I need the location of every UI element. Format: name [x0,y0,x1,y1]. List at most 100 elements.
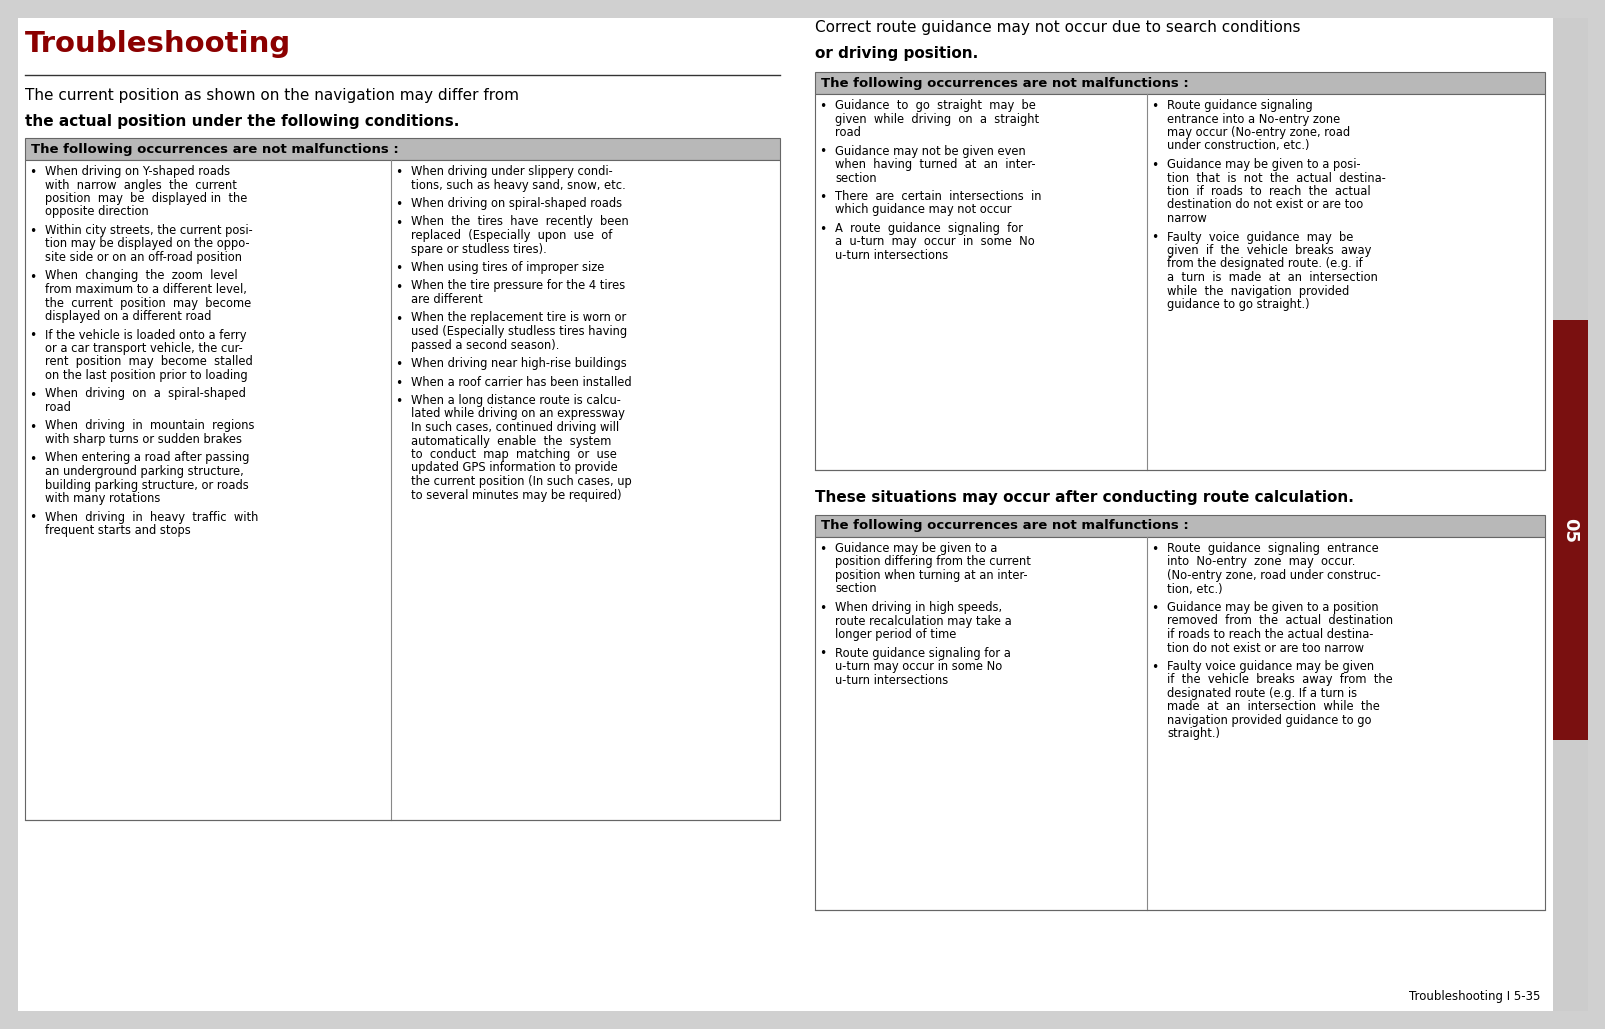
Text: may occur (No-entry zone, road: may occur (No-entry zone, road [1167,126,1350,139]
Text: spare or studless tires).: spare or studless tires). [411,243,547,255]
Bar [814,94,1544,470]
Text: replaced  (Especially  upon  use  of: replaced (Especially upon use of [411,229,612,242]
Text: on the last position prior to loading: on the last position prior to loading [45,369,247,382]
Text: u-turn may occur in some No: u-turn may occur in some No [835,660,1002,673]
Text: Faulty voice guidance may be given: Faulty voice guidance may be given [1167,660,1374,673]
Text: Guidance may be given to a: Guidance may be given to a [835,542,997,555]
Text: with  narrow  angles  the  current: with narrow angles the current [45,178,236,191]
Text: given  while  driving  on  a  straight: given while driving on a straight [835,112,1038,126]
Bar [1552,740,1587,1012]
Text: Within city streets, the current posi-: Within city streets, the current posi- [45,224,252,237]
Text: In such cases, continued driving will: In such cases, continued driving will [411,421,620,434]
Text: •: • [395,198,403,211]
Text: •: • [395,377,403,390]
Text: are different: are different [411,293,483,306]
Text: tion, etc.): tion, etc.) [1167,582,1221,596]
Text: position  may  be  displayed in  the: position may be displayed in the [45,192,247,205]
Text: Guidance may not be given even: Guidance may not be given even [835,144,1026,157]
Text: When a roof carrier has been installed: When a roof carrier has been installed [411,376,631,389]
Text: into  No-entry  zone  may  occur.: into No-entry zone may occur. [1167,556,1355,568]
Text: road: road [835,126,860,139]
Text: the actual position under the following conditions.: the actual position under the following … [26,114,459,129]
Text: When  driving  on  a  spiral-shaped: When driving on a spiral-shaped [45,388,246,400]
Text: •: • [395,262,403,275]
Text: u-turn intersections: u-turn intersections [835,249,947,262]
Text: When driving in high speeds,: When driving in high speeds, [835,601,1002,614]
Text: When driving under slippery condi-: When driving under slippery condi- [411,165,613,178]
Text: narrow: narrow [1167,212,1205,225]
Bar [814,514,1544,537]
Text: •: • [395,313,403,325]
Text: •: • [819,100,825,113]
Text: or a car transport vehicle, the cur-: or a car transport vehicle, the cur- [45,342,242,355]
Text: Route  guidance  signaling  entrance: Route guidance signaling entrance [1167,542,1379,555]
Text: A  route  guidance  signaling  for: A route guidance signaling for [835,222,1022,235]
Text: opposite direction: opposite direction [45,206,149,218]
Text: When  driving  in  mountain  regions: When driving in mountain regions [45,420,254,432]
Text: Guidance may be given to a posi-: Guidance may be given to a posi- [1167,158,1359,171]
Text: position differing from the current: position differing from the current [835,556,1030,568]
Text: used (Especially studless tires having: used (Especially studless tires having [411,325,628,338]
Text: lated while driving on an expressway: lated while driving on an expressway [411,407,624,421]
Text: •: • [819,223,825,236]
Text: if roads to reach the actual destina-: if roads to reach the actual destina- [1167,628,1372,641]
Text: route recalculation may take a: route recalculation may take a [835,614,1011,628]
Text: frequent starts and stops: frequent starts and stops [45,524,191,537]
Text: When driving near high-rise buildings: When driving near high-rise buildings [411,357,626,370]
Text: •: • [819,191,825,204]
Text: When the tire pressure for the 4 tires: When the tire pressure for the 4 tires [411,280,624,292]
Text: tion  if  roads  to  reach  the  actual: tion if roads to reach the actual [1167,185,1371,198]
Text: •: • [395,281,403,293]
Text: destination do not exist or are too: destination do not exist or are too [1167,199,1363,212]
Text: removed  from  the  actual  destination: removed from the actual destination [1167,614,1393,628]
Text: •: • [1151,543,1157,556]
Text: road: road [45,401,71,414]
Text: automatically  enable  the  system: automatically enable the system [411,434,612,448]
Text: Troubleshooting: Troubleshooting [26,30,291,58]
Text: a  turn  is  made  at  an  intersection: a turn is made at an intersection [1167,271,1377,284]
Text: tions, such as heavy sand, snow, etc.: tions, such as heavy sand, snow, etc. [411,178,626,191]
Text: the current position (In such cases, up: the current position (In such cases, up [411,475,631,488]
Text: •: • [819,145,825,158]
Text: Correct route guidance may not occur due to search conditions: Correct route guidance may not occur due… [814,20,1300,35]
Text: •: • [1151,232,1157,245]
Text: Guidance may be given to a position: Guidance may be given to a position [1167,601,1379,614]
Text: u-turn intersections: u-turn intersections [835,674,947,686]
Text: When using tires of improper size: When using tires of improper size [411,261,603,274]
Text: tion  that  is  not  the  actual  destina-: tion that is not the actual destina- [1167,172,1385,184]
Bar [26,138,780,159]
Text: tion do not exist or are too narrow: tion do not exist or are too narrow [1167,641,1363,654]
Text: Route guidance signaling for a: Route guidance signaling for a [835,646,1010,660]
Text: position when turning at an inter-: position when turning at an inter- [835,569,1027,582]
Text: section: section [835,172,876,184]
Text: •: • [29,453,37,465]
Text: •: • [819,647,825,661]
Bar [1552,17,1587,320]
Text: These situations may occur after conducting route calculation.: These situations may occur after conduct… [814,490,1353,505]
Text: designated route (e.g. If a turn is: designated route (e.g. If a turn is [1167,687,1356,700]
Text: section: section [835,582,876,596]
Text: with sharp turns or sudden brakes: with sharp turns or sudden brakes [45,433,242,446]
Text: made  at  an  intersection  while  the: made at an intersection while the [1167,701,1379,713]
Text: navigation provided guidance to go: navigation provided guidance to go [1167,714,1371,728]
Text: The following occurrences are not malfunctions :: The following occurrences are not malfun… [30,142,398,155]
Text: •: • [1151,100,1157,113]
Text: The following occurrences are not malfunctions :: The following occurrences are not malfun… [820,520,1188,532]
Text: •: • [29,389,37,401]
Text: •: • [29,271,37,284]
Text: When  driving  in  heavy  traffic  with: When driving in heavy traffic with [45,510,258,524]
Text: When entering a road after passing: When entering a road after passing [45,452,249,464]
Text: given  if  the  vehicle  breaks  away: given if the vehicle breaks away [1167,244,1371,257]
Text: the  current  position  may  become: the current position may become [45,296,250,310]
Text: while  the  navigation  provided: while the navigation provided [1167,284,1348,297]
Text: building parking structure, or roads: building parking structure, or roads [45,478,249,492]
Text: The current position as shown on the navigation may differ from: The current position as shown on the nav… [26,88,518,103]
Text: When driving on Y-shaped roads: When driving on Y-shaped roads [45,165,230,178]
Text: There  are  certain  intersections  in: There are certain intersections in [835,190,1042,203]
Text: •: • [29,511,37,525]
Text: under construction, etc.): under construction, etc.) [1167,140,1308,152]
Text: straight.): straight.) [1167,728,1220,741]
Text: rent  position  may  become  stalled: rent position may become stalled [45,355,252,368]
Text: •: • [395,216,403,229]
Text: •: • [29,329,37,343]
